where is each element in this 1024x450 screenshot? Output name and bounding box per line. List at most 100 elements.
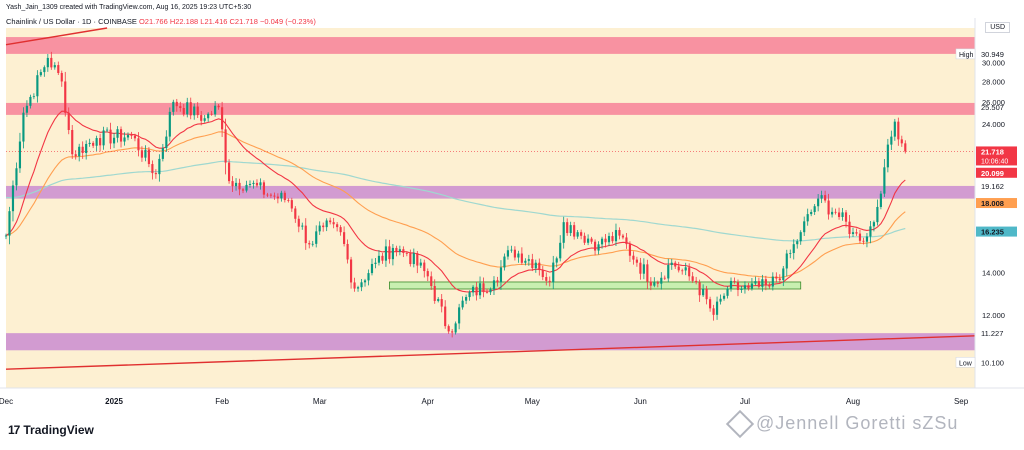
zone-resistance-top <box>6 37 975 54</box>
candle-body <box>287 200 290 201</box>
candle-body <box>555 258 558 263</box>
candle-body <box>722 295 726 299</box>
candle-body <box>803 221 806 233</box>
candle-body <box>900 139 903 144</box>
candle-body <box>444 306 447 327</box>
candle-body <box>837 212 841 217</box>
candle-body <box>841 212 844 217</box>
ohlc-low: L21.416 <box>200 17 228 26</box>
candle-body <box>440 299 443 307</box>
x-tick-label: Dec <box>0 397 13 406</box>
plot-background <box>6 28 975 388</box>
candle-body <box>618 230 621 236</box>
candle-body <box>754 281 757 284</box>
candle-body <box>154 173 157 175</box>
y-tick-label: 26.000 <box>982 98 1005 107</box>
candle-body <box>604 238 607 243</box>
ema-mid-line <box>5 131 906 279</box>
currency-label[interactable]: USD <box>985 22 1010 33</box>
price-label-bg <box>976 198 1017 209</box>
price-label: 11.227 <box>981 329 1003 338</box>
candle-body <box>360 282 363 288</box>
x-tick-label: Aug <box>846 397 860 406</box>
candle-body <box>172 101 175 112</box>
candle-body <box>468 292 471 298</box>
candle-body <box>238 182 241 190</box>
candle-body <box>22 112 25 142</box>
candle-body <box>11 185 15 212</box>
candle-body <box>395 247 398 252</box>
candle-body <box>259 182 262 186</box>
candle-body <box>133 135 137 139</box>
candle-body <box>806 214 809 222</box>
candle-body <box>71 129 74 155</box>
candle-body <box>391 247 394 260</box>
candle-body <box>458 307 461 324</box>
y-tick-label: 24.000 <box>982 120 1005 129</box>
candle-body <box>451 331 454 333</box>
candle-body <box>865 236 869 242</box>
candle-body <box>813 206 816 212</box>
candle-body <box>743 285 747 289</box>
symbol-title[interactable]: Chainlink / US Dollar · 1D · COINBASE <box>6 17 137 26</box>
candle-body <box>646 264 649 282</box>
price-label: 16.235 <box>981 228 1004 237</box>
candle-body <box>266 194 269 196</box>
candle-body <box>729 280 733 289</box>
candle-body <box>750 283 754 289</box>
candle-body <box>883 167 886 194</box>
candle-body <box>332 222 335 225</box>
price-tag-high: High <box>959 52 974 59</box>
candle-body <box>855 232 858 234</box>
candle-body <box>203 118 206 121</box>
candle-body <box>478 283 482 296</box>
candle-body <box>405 252 408 254</box>
candle-body <box>566 222 569 234</box>
candle-body <box>81 146 84 154</box>
candle-body <box>123 137 126 142</box>
candle-body <box>412 253 415 265</box>
candle-body <box>670 262 673 265</box>
candle-body <box>817 198 820 207</box>
candle-body <box>691 276 694 281</box>
candle-body <box>862 240 865 242</box>
candle-body <box>639 262 642 274</box>
ema-fast-line <box>5 110 906 293</box>
candle-body <box>858 233 862 241</box>
candle-body <box>796 241 799 245</box>
candle-body <box>53 65 56 68</box>
tradingview-brand[interactable]: 17 TradingView <box>8 423 94 437</box>
candle-body <box>792 244 795 254</box>
candle-body <box>245 184 248 191</box>
trendline-upper-trend <box>5 27 108 46</box>
candle-body <box>88 142 91 144</box>
candle-body <box>137 138 140 151</box>
price-label: 18.008 <box>981 199 1004 208</box>
time-axis: Dec 2025 Feb Mar Apr May Jun Jul Aug Sep <box>0 387 1024 412</box>
zone-resistance-mid <box>6 102 975 115</box>
candle-body <box>193 106 196 116</box>
candle-body <box>782 268 785 281</box>
price-label: 30.949 <box>981 50 1004 59</box>
candle-body <box>370 263 374 274</box>
candle-body <box>876 206 879 223</box>
candle-body <box>527 259 530 261</box>
candle-body <box>653 282 656 286</box>
candle-body <box>15 168 18 186</box>
candle-body <box>820 195 823 199</box>
candle-body <box>126 135 130 138</box>
candle-body <box>785 253 788 269</box>
candle-body <box>851 232 855 235</box>
candle-body <box>402 249 405 253</box>
candle-body <box>92 142 95 146</box>
candle-body <box>886 144 889 168</box>
candle-body <box>506 250 510 257</box>
candle-body <box>904 143 907 152</box>
candle-body <box>106 129 109 131</box>
candle-body <box>144 149 147 158</box>
price-label: 25.507 <box>981 103 1004 112</box>
y-tick-label: 14.000 <box>982 268 1005 277</box>
candle-body <box>834 211 837 213</box>
price-label: 21.718 <box>981 147 1004 156</box>
